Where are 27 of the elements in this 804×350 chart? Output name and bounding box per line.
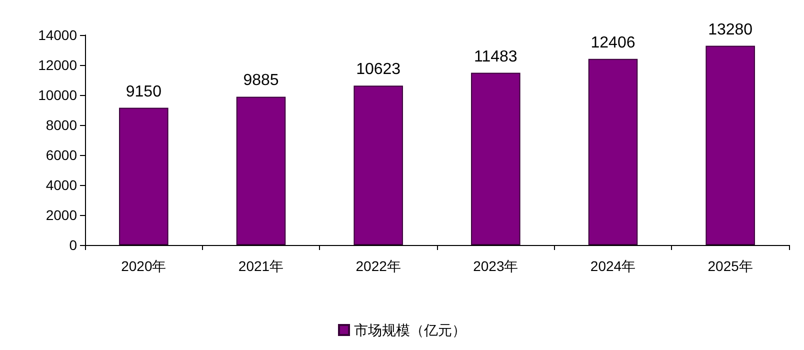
- x-tick-label: 2020年: [121, 258, 166, 274]
- x-tick-label: 2025年: [708, 258, 753, 274]
- x-tick-label: 2021年: [238, 258, 284, 274]
- data-label: 9885: [243, 72, 279, 90]
- y-tick-label: 14000: [38, 27, 78, 43]
- bar: [119, 108, 168, 245]
- data-label: 10623: [356, 61, 401, 78]
- y-tick-label: 10000: [38, 87, 78, 103]
- bar: [354, 86, 403, 245]
- y-tick-label: 6000: [46, 147, 78, 163]
- y-tick-label: 4000: [46, 177, 78, 193]
- bar: [706, 46, 755, 245]
- data-label: 9150: [126, 83, 162, 100]
- data-label: 12406: [590, 34, 636, 52]
- legend-label: 市场规模（亿元）: [354, 322, 466, 338]
- bar: [588, 58, 638, 245]
- y-tick-label: 12000: [38, 57, 78, 73]
- y-tick-label: 8000: [46, 117, 78, 133]
- x-tick-label: 2023年: [473, 258, 518, 274]
- data-label: 11483: [474, 48, 518, 66]
- data-label: 13280: [708, 21, 753, 38]
- bar: [236, 96, 286, 245]
- x-tick-label: 2024年: [590, 258, 636, 274]
- bar: [471, 72, 520, 245]
- y-tick-label: 0: [69, 237, 78, 253]
- x-tick-label: 2022年: [356, 258, 401, 274]
- y-tick-label: 2000: [46, 207, 78, 223]
